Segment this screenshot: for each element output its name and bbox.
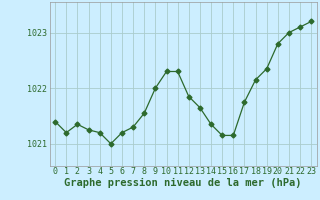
X-axis label: Graphe pression niveau de la mer (hPa): Graphe pression niveau de la mer (hPa) (64, 178, 302, 188)
